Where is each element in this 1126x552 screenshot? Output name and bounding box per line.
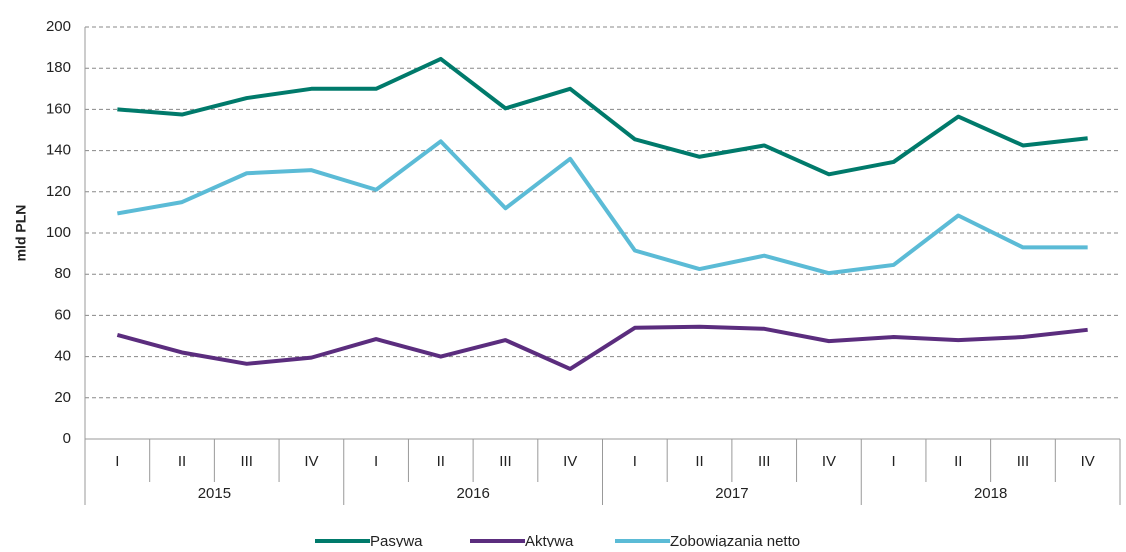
y-tick-label: 0 bbox=[63, 430, 71, 447]
y-tick-label: 140 bbox=[46, 142, 71, 159]
x-tick-label: II bbox=[954, 453, 962, 470]
x-tick-label: I bbox=[374, 453, 378, 470]
year-label: 2018 bbox=[974, 485, 1007, 502]
series-line bbox=[116, 324, 1088, 371]
x-tick-label: III bbox=[758, 453, 771, 470]
y-tick-label: 100 bbox=[46, 224, 71, 241]
y-tick-label: 120 bbox=[46, 183, 71, 200]
series-line bbox=[117, 56, 1088, 177]
y-tick-label: 180 bbox=[46, 59, 71, 76]
x-tick-label: IV bbox=[304, 453, 318, 470]
x-tick-label: II bbox=[437, 453, 445, 470]
y-tick-label: 200 bbox=[46, 18, 71, 35]
y-tick-label: 160 bbox=[46, 100, 71, 117]
x-tick-label: IV bbox=[1081, 453, 1095, 470]
x-tick-label: I bbox=[892, 453, 896, 470]
year-label: 2016 bbox=[456, 485, 489, 502]
series-line bbox=[116, 139, 1088, 276]
x-tick-label: III bbox=[240, 453, 253, 470]
legend-label: Aktywa bbox=[525, 533, 574, 547]
x-tick-label: III bbox=[499, 453, 512, 470]
year-label: 2017 bbox=[715, 485, 748, 502]
x-tick-label: IV bbox=[563, 453, 577, 470]
y-tick-label: 20 bbox=[54, 389, 71, 406]
legend-label: Pasywa bbox=[370, 533, 423, 547]
x-tick-label: II bbox=[178, 453, 186, 470]
x-tick-label: III bbox=[1017, 453, 1030, 470]
x-tick-label: I bbox=[115, 453, 119, 470]
y-tick-label: 40 bbox=[54, 348, 71, 365]
y-axis-label: mld PLN bbox=[13, 205, 29, 262]
legend-label: Zobowiązania netto bbox=[670, 533, 800, 547]
x-tick-label: I bbox=[633, 453, 637, 470]
y-tick-label: 60 bbox=[54, 306, 71, 323]
x-tick-label: IV bbox=[822, 453, 836, 470]
year-label: 2015 bbox=[198, 485, 231, 502]
y-tick-label: 80 bbox=[54, 265, 71, 282]
x-tick-label: II bbox=[695, 453, 703, 470]
